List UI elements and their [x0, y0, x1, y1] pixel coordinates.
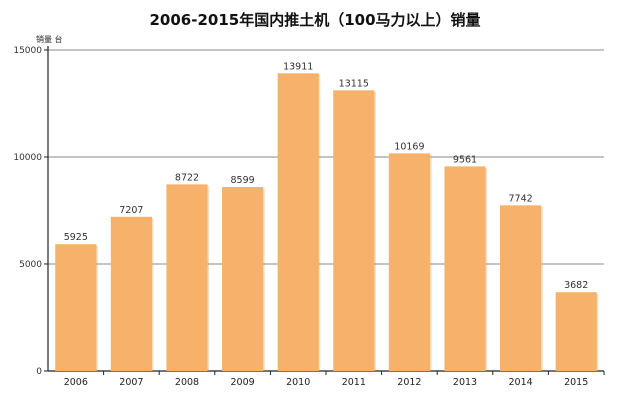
y-tick-label: 5000 — [19, 260, 42, 270]
x-tick-label-2007: 2007 — [119, 377, 143, 388]
bar-2007 — [110, 216, 152, 371]
tick-labels: 0 5000 10000 15000 2006 2007 2008 2009 2010 2011 2… — [13, 46, 588, 388]
bar-2006 — [55, 244, 97, 371]
data-label-2008: 8722 — [175, 172, 199, 183]
x-tick-label-2015: 2015 — [564, 377, 588, 388]
bar-2015 — [555, 292, 597, 371]
bar-2014 — [500, 205, 542, 371]
data-labels: 5925 7207 8722 8599 13911 13115 10169 9561 7742 3… — [64, 61, 589, 291]
bar-2013 — [444, 166, 486, 371]
bar-2010 — [277, 73, 319, 372]
bar-2012 — [388, 153, 430, 371]
y-tick-label: 10000 — [13, 153, 42, 163]
y-tick-label: 0 — [36, 367, 42, 377]
data-label-2014: 7742 — [509, 193, 533, 204]
data-label-2006: 5925 — [64, 232, 88, 243]
x-tick-label-2008: 2008 — [175, 377, 199, 388]
y-tick-label: 15000 — [13, 46, 42, 56]
bar-2009 — [222, 186, 264, 371]
bar-2008 — [166, 184, 208, 371]
y-axis-label: 销量 台 — [36, 34, 63, 44]
x-tick-label-2006: 2006 — [64, 377, 88, 388]
data-label-2011: 13115 — [339, 78, 369, 89]
x-tick-label-2013: 2013 — [453, 377, 477, 388]
chart-title: 2006-2015年国内推土机（100马力以上）销量 — [149, 11, 480, 29]
data-label-2012: 10169 — [394, 141, 424, 152]
data-label-2013: 9561 — [453, 154, 477, 165]
x-tick-label-2009: 2009 — [231, 377, 255, 388]
bar-2011 — [333, 90, 375, 372]
x-tick-label-2011: 2011 — [342, 377, 366, 388]
x-tick-label-2010: 2010 — [286, 377, 310, 388]
data-label-2015: 3682 — [564, 280, 588, 291]
bars — [55, 73, 599, 372]
data-label-2010: 13911 — [283, 61, 313, 72]
data-label-2009: 8599 — [231, 175, 255, 186]
x-tick-label-2012: 2012 — [397, 377, 421, 388]
x-tick-label-2014: 2014 — [509, 377, 533, 388]
data-label-2007: 7207 — [119, 205, 143, 216]
